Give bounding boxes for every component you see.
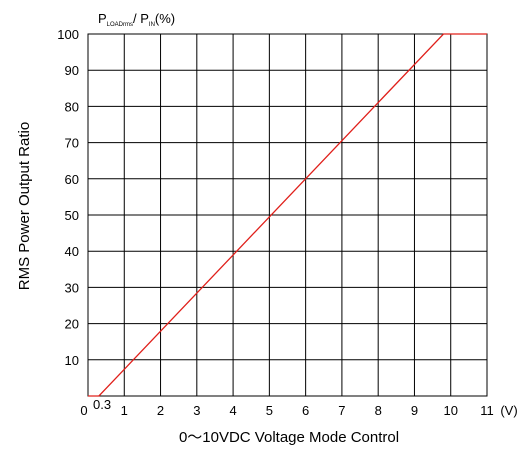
y-tick-labels: 10 20 30 40 50 60 70 80 90 100 <box>57 27 79 368</box>
y-tick-label: 100 <box>57 27 79 42</box>
y-top-unit: (%) <box>155 11 175 26</box>
y-top-p1: P <box>98 11 107 26</box>
y-tick-label: 80 <box>65 99 79 114</box>
x-tick-label: 7 <box>338 403 345 418</box>
series-line <box>88 33 487 397</box>
y-top-slash: / P <box>133 11 149 26</box>
y-tick-label: 60 <box>65 172 79 187</box>
x-tick-label: 0 <box>80 403 87 418</box>
x-tick-label: 4 <box>229 403 236 418</box>
y-tick-label: 20 <box>65 317 79 332</box>
chart-series <box>88 33 487 397</box>
x-tick-label: 5 <box>266 403 273 418</box>
y-tick-label: 90 <box>65 63 79 78</box>
y-top-sub2: IN <box>149 22 155 28</box>
y-tick-label: 40 <box>65 244 79 259</box>
x-axis-title: 0～10VDC Voltage Mode Control <box>179 429 399 446</box>
y-axis-top-label: PLOADrms/ PIN(%) <box>98 11 175 28</box>
y-axis-title: RMS Power Output Ratio <box>16 122 33 290</box>
x-extra-tick-label: 0.3 <box>93 397 111 412</box>
x-tick-label: 10 <box>443 403 457 418</box>
x-tick-label: 2 <box>157 403 164 418</box>
x-unit-label: (V) <box>500 403 517 418</box>
x-tick-label: 9 <box>411 403 418 418</box>
y-tick-label: 10 <box>65 353 79 368</box>
y-tick-label: 70 <box>65 136 79 151</box>
y-tick-label: 50 <box>65 208 79 223</box>
y-tick-label: 30 <box>65 280 79 295</box>
y-top-sub1: LOADrms <box>107 22 133 28</box>
x-tick-label: 8 <box>375 403 382 418</box>
x-tick-label: 11 <box>480 403 494 418</box>
x-tick-labels: 0 1 2 3 4 5 6 7 8 9 10 11 <box>80 403 493 418</box>
x-tick-label: 3 <box>193 403 200 418</box>
chart-grid <box>87 33 488 397</box>
x-tick-label: 6 <box>302 403 309 418</box>
x-tick-label: 1 <box>121 403 128 418</box>
